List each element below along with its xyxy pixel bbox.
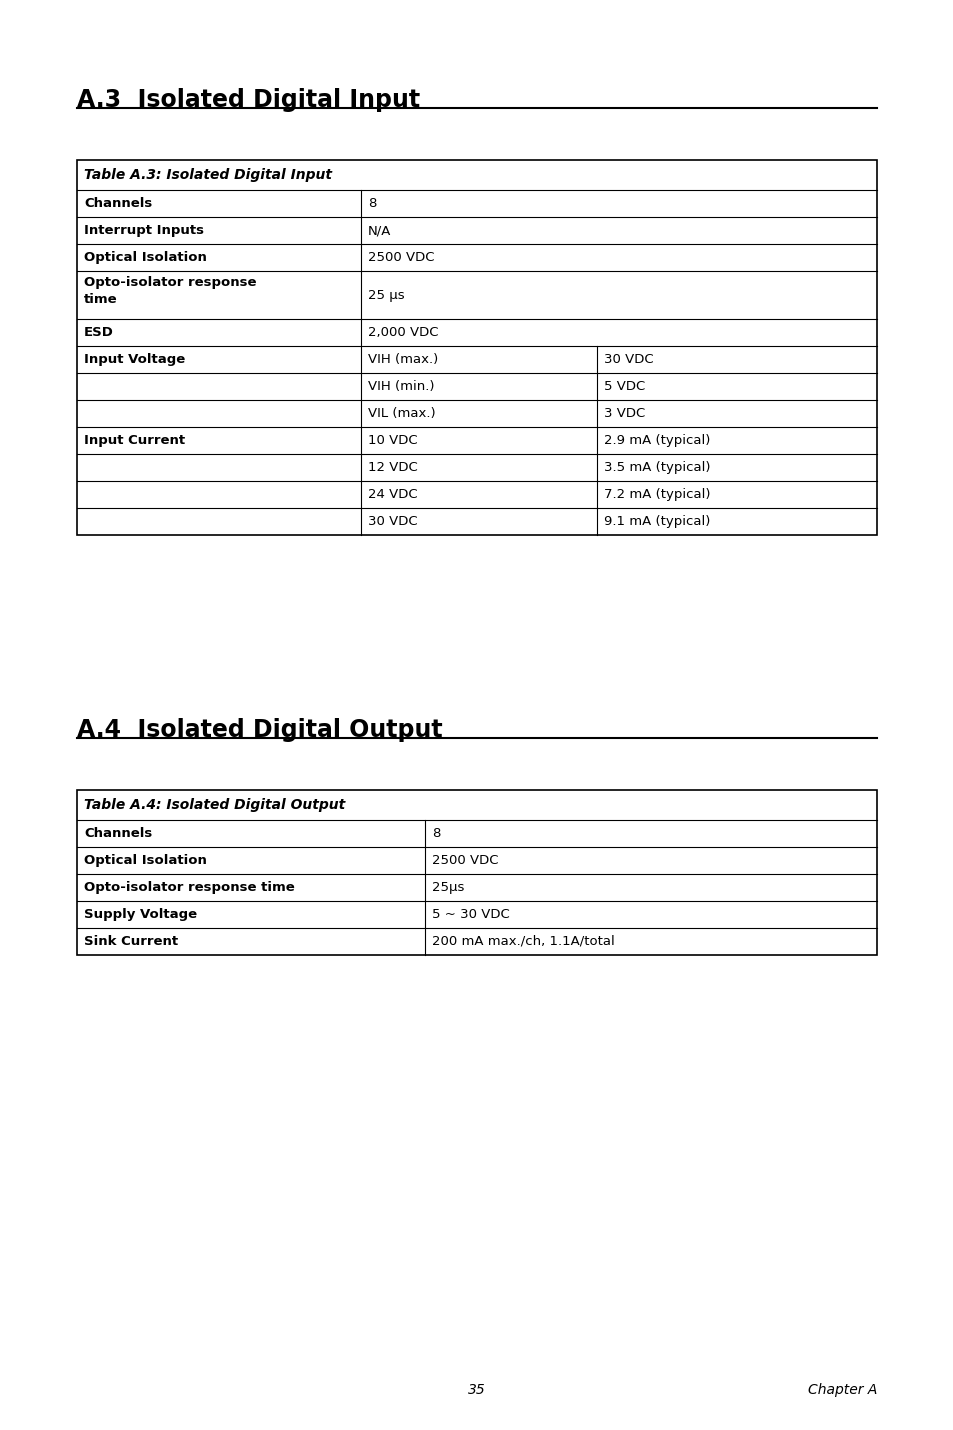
Text: 8: 8: [368, 197, 376, 210]
Text: 25μs: 25μs: [432, 881, 464, 894]
Text: Table A.3: Isolated Digital Input: Table A.3: Isolated Digital Input: [84, 167, 332, 182]
Text: N/A: N/A: [368, 225, 391, 237]
Text: 5 VDC: 5 VDC: [603, 380, 644, 393]
Text: 9.1 mA (typical): 9.1 mA (typical): [603, 515, 710, 528]
Bar: [77, 160, 876, 535]
Text: 5 ~ 30 VDC: 5 ~ 30 VDC: [432, 908, 509, 921]
Bar: [77, 789, 876, 955]
Text: 3 VDC: 3 VDC: [603, 408, 644, 420]
Text: 12 VDC: 12 VDC: [368, 460, 417, 473]
Text: 2.9 mA (typical): 2.9 mA (typical): [603, 433, 710, 448]
Text: 30 VDC: 30 VDC: [603, 353, 653, 366]
Text: A.3  Isolated Digital Input: A.3 Isolated Digital Input: [77, 89, 419, 112]
Text: 35: 35: [468, 1383, 485, 1397]
Text: 2500 VDC: 2500 VDC: [432, 854, 498, 867]
Text: 200 mA max./ch, 1.1A/total: 200 mA max./ch, 1.1A/total: [432, 935, 614, 948]
Text: ESD: ESD: [84, 326, 113, 339]
Text: Sink Current: Sink Current: [84, 935, 178, 948]
Text: Opto-isolator response time: Opto-isolator response time: [84, 881, 294, 894]
Text: Interrupt Inputs: Interrupt Inputs: [84, 225, 204, 237]
Text: Input Current: Input Current: [84, 433, 185, 448]
Text: A.4  Isolated Digital Output: A.4 Isolated Digital Output: [77, 718, 442, 742]
Text: Optical Isolation: Optical Isolation: [84, 854, 207, 867]
Text: VIL (max.): VIL (max.): [368, 408, 436, 420]
Text: Opto-isolator response
time: Opto-isolator response time: [84, 276, 256, 306]
Text: Input Voltage: Input Voltage: [84, 353, 185, 366]
Text: 8: 8: [432, 827, 440, 839]
Text: 25 μs: 25 μs: [368, 289, 404, 302]
Text: Channels: Channels: [84, 197, 152, 210]
Text: Optical Isolation: Optical Isolation: [84, 252, 207, 265]
Text: 24 VDC: 24 VDC: [368, 488, 417, 500]
Text: Supply Voltage: Supply Voltage: [84, 908, 197, 921]
Text: VIH (max.): VIH (max.): [368, 353, 437, 366]
Text: Table A.4: Isolated Digital Output: Table A.4: Isolated Digital Output: [84, 798, 345, 812]
Text: 3.5 mA (typical): 3.5 mA (typical): [603, 460, 710, 473]
Text: VIH (min.): VIH (min.): [368, 380, 434, 393]
Text: Channels: Channels: [84, 827, 152, 839]
Text: 2,000 VDC: 2,000 VDC: [368, 326, 438, 339]
Text: 7.2 mA (typical): 7.2 mA (typical): [603, 488, 710, 500]
Text: 10 VDC: 10 VDC: [368, 433, 417, 448]
Text: 30 VDC: 30 VDC: [368, 515, 417, 528]
Text: Chapter A: Chapter A: [807, 1383, 876, 1397]
Text: 2500 VDC: 2500 VDC: [368, 252, 434, 265]
